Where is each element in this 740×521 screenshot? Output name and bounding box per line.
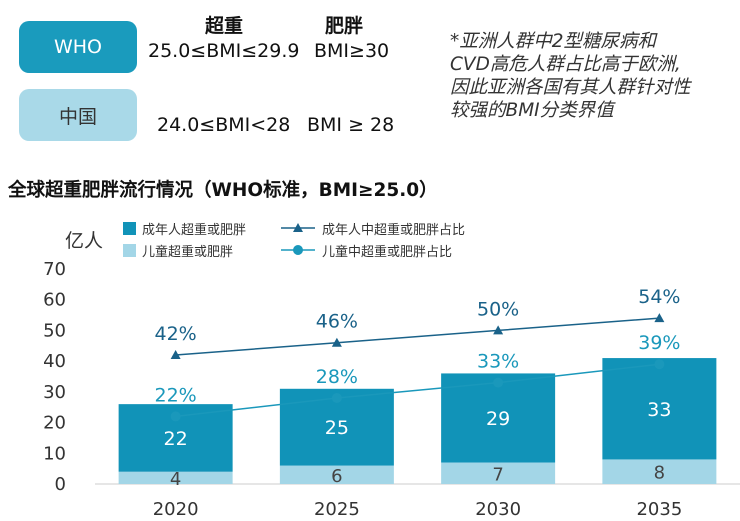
bar-child-label: 7 bbox=[492, 464, 503, 485]
child-share-marker bbox=[331, 393, 342, 403]
bar-adult-label: 22 bbox=[164, 428, 188, 450]
child-share-line bbox=[175, 363, 660, 418]
x-tick-label: 2030 bbox=[475, 499, 521, 520]
note-line-1: *亚洲人群中2型糖尿病和 bbox=[450, 31, 657, 52]
y-tick-label: 30 bbox=[43, 382, 66, 403]
adult-share-label: 42% bbox=[155, 323, 197, 345]
legend-label-child-share: 儿童中超重或肥胖占比 bbox=[322, 245, 453, 260]
bar-child bbox=[279, 465, 394, 484]
bar-child bbox=[602, 459, 717, 484]
x-tick-label: 2020 bbox=[153, 499, 199, 520]
who-criteria-box: WHO bbox=[19, 21, 137, 73]
note-line-4: 较强的BMI分类界值 bbox=[450, 100, 614, 121]
asia-note: *亚洲人群中2型糖尿病和 CVD高危人群占比高于欧洲, 因此亚洲各国有其人群针对… bbox=[450, 30, 740, 122]
y-tick-label: 50 bbox=[43, 320, 66, 341]
child-share-marker bbox=[493, 377, 504, 388]
child-share-label: 33% bbox=[477, 351, 519, 373]
bar-adult bbox=[602, 358, 717, 460]
bar-child-label: 6 bbox=[331, 466, 342, 487]
child-share-label: 28% bbox=[316, 366, 358, 388]
bar-child bbox=[441, 462, 556, 484]
y-tick-label: 40 bbox=[43, 351, 66, 372]
child-share-label: 39% bbox=[638, 332, 680, 354]
adult-share-label: 46% bbox=[316, 311, 358, 333]
bar-child-label: 4 bbox=[170, 469, 181, 490]
adult-share-marker bbox=[654, 313, 665, 323]
china-overweight-range: 24.0≤BMI<28 bbox=[157, 114, 291, 136]
bar-adult-label: 25 bbox=[325, 417, 349, 439]
adult-share-marker bbox=[170, 350, 181, 359]
chart-title: 全球超重肥胖流行情况（WHO标准，BMI≥25.0） bbox=[8, 180, 438, 201]
china-obese-range: BMI ≥ 28 bbox=[307, 114, 395, 136]
y-tick-label: 60 bbox=[43, 290, 66, 311]
bar-adult bbox=[441, 373, 556, 463]
y-tick-label: 20 bbox=[43, 413, 66, 434]
y-tick-label: 10 bbox=[43, 443, 66, 464]
child-share-marker bbox=[170, 411, 181, 422]
china-criteria-box: 中国 bbox=[19, 89, 137, 141]
legend-label-adult-share: 成年人中超重或肥胖占比 bbox=[322, 223, 466, 238]
obese-column-header: 肥胖 bbox=[325, 15, 364, 37]
y-tick-label: 70 bbox=[43, 259, 66, 280]
who-label: WHO bbox=[53, 36, 103, 58]
adult-share-marker bbox=[331, 337, 342, 347]
legend-label-adult: 成年人超重或肥胖 bbox=[142, 223, 247, 238]
legend-swatch-adult bbox=[123, 222, 136, 235]
bar-adult-label: 33 bbox=[647, 399, 671, 421]
who-obese-range: BMI≥30 bbox=[314, 40, 390, 62]
legend-marker-adult-share bbox=[293, 223, 303, 232]
x-tick-label: 2025 bbox=[314, 499, 360, 520]
bar-child bbox=[118, 471, 233, 484]
legend-label-child: 儿童超重或肥胖 bbox=[142, 245, 234, 260]
note-line-3: 因此亚洲各国有其人群针对性 bbox=[450, 77, 691, 98]
bar-adult-label: 29 bbox=[486, 408, 510, 430]
overweight-column-header: 超重 bbox=[205, 15, 244, 37]
child-share-marker bbox=[654, 359, 665, 370]
adult-share-marker bbox=[493, 325, 504, 335]
legend-marker-child-share bbox=[293, 245, 303, 255]
y-tick-label: 0 bbox=[55, 474, 66, 495]
adult-share-label: 50% bbox=[477, 298, 519, 320]
bar-child-label: 8 bbox=[654, 463, 665, 484]
child-share-label: 22% bbox=[155, 384, 197, 406]
china-label: 中国 bbox=[58, 105, 97, 128]
note-line-2: CVD高危人群占比高于欧洲, bbox=[450, 54, 681, 75]
y-axis-unit: 亿人 bbox=[65, 230, 103, 252]
who-overweight-range: 25.0≤BMI≤29.9 bbox=[148, 40, 300, 62]
x-tick-label: 2035 bbox=[636, 499, 682, 520]
legend-swatch-child bbox=[123, 244, 136, 257]
adult-share-label: 54% bbox=[638, 286, 680, 308]
adult-share-line bbox=[175, 317, 660, 356]
